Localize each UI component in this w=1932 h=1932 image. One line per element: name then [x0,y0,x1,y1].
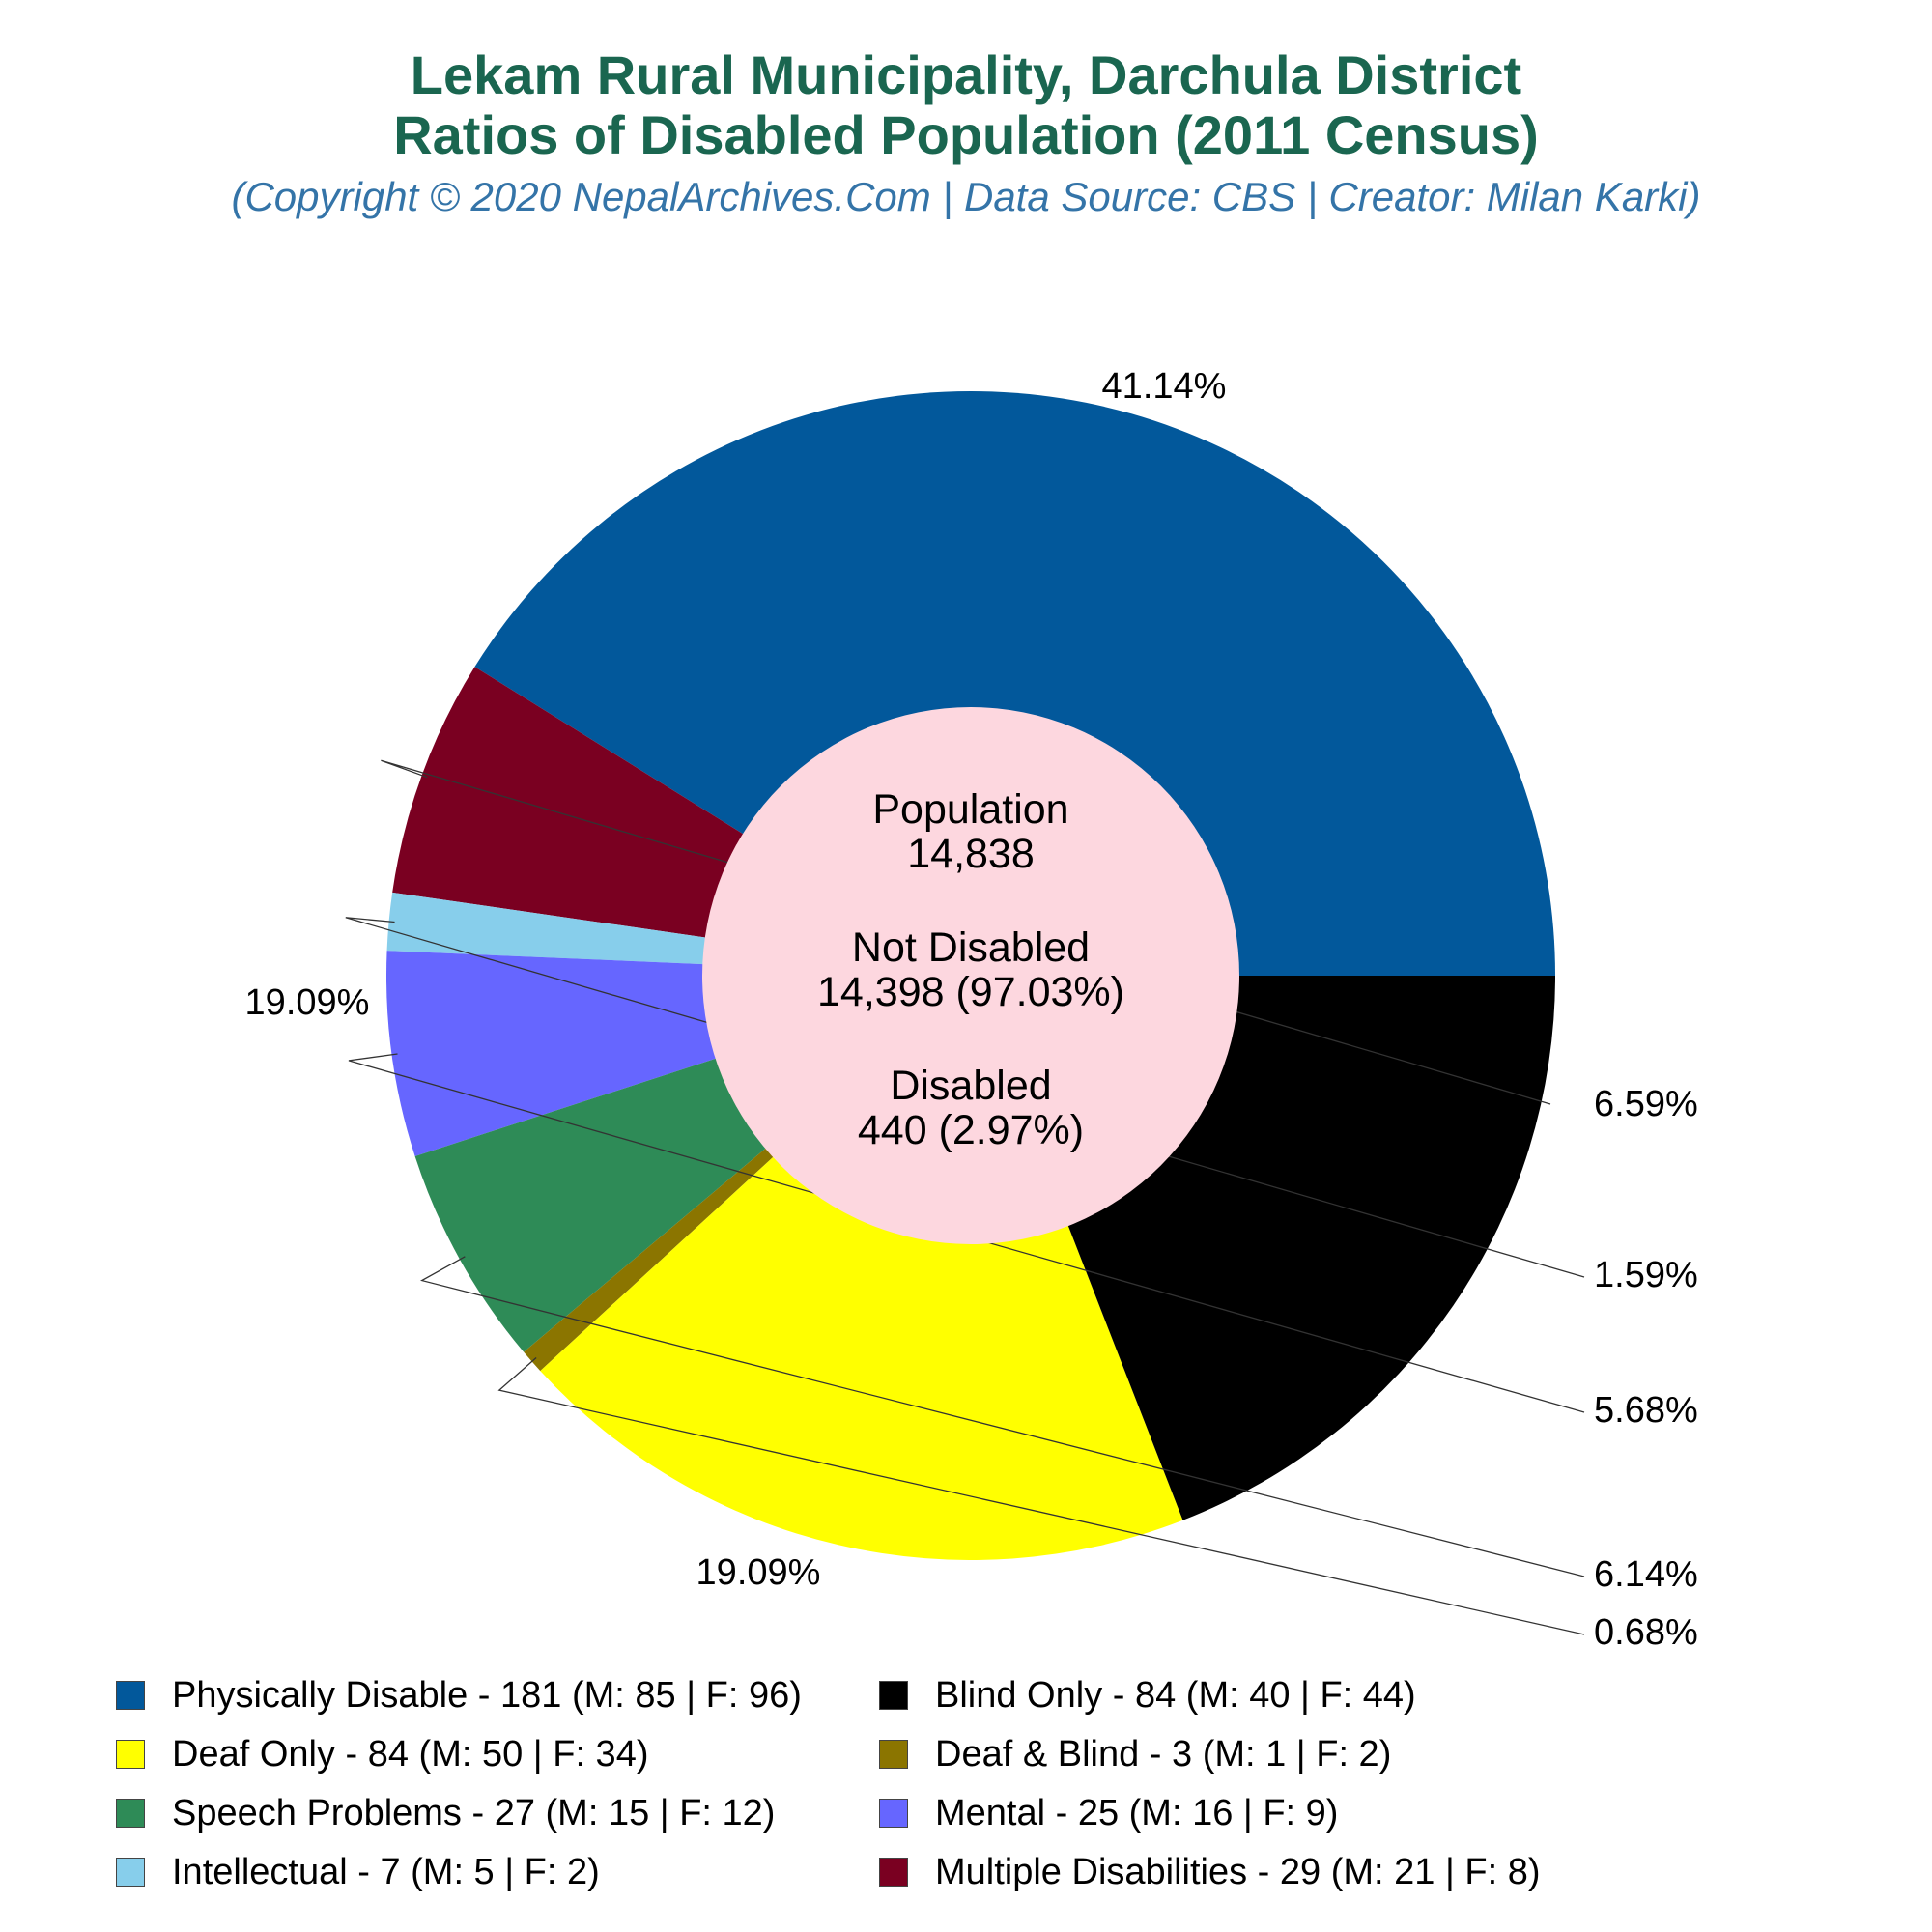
legend-swatch-intellectual [116,1858,145,1887]
center-hole [702,707,1239,1244]
legend-label-blind-only: Blind Only - 84 (M: 40 | F: 44) [935,1674,1416,1716]
percent-label-blind-only: 19.09% [245,982,370,1023]
percent-label-intellectual: 1.59% [1594,1255,1698,1295]
percent-label-mental: 5.68% [1594,1390,1698,1431]
leader-line-speech-problems [420,1256,1585,1577]
legend-swatch-physically-disable [116,1681,145,1710]
pie-slice-physically-disable [474,390,1556,977]
leader-line-mental [348,1053,1585,1413]
legend-label-speech-problems: Speech Problems - 27 (M: 15 | F: 12) [172,1792,776,1833]
leader-line-deaf-blind [497,1356,1585,1635]
legend-item-intellectual: Intellectual - 7 (M: 5 | F: 2) [116,1848,879,1896]
legend-swatch-multiple-disabilities [879,1858,908,1887]
legend-item-mental: Mental - 25 (M: 16 | F: 9) [879,1789,1642,1837]
percent-labels: 41.14% 6.59% 1.59% 5.68% 6.14% 0.68% 19.09% 19.… [245,366,1698,1653]
legend-swatch-speech-problems [116,1799,145,1828]
leader-line-intellectual [345,917,1585,1278]
slices-layer [386,390,1556,1560]
center-disabled-label: Disabled [890,1063,1051,1109]
center-population-value: 14,838 [907,831,1035,877]
legend-item-physically-disable: Physically Disable - 181 (M: 85 | F: 96) [116,1671,879,1719]
legend-label-mental: Mental - 25 (M: 16 | F: 9) [935,1792,1339,1833]
percent-label-deaf-blind: 0.68% [1594,1612,1698,1653]
chart-subtitle: (Copyright © 2020 NepalArchives.Com | Da… [231,174,1701,219]
leader-lines [345,759,1585,1635]
legend-label-deaf-only: Deaf Only - 84 (M: 50 | F: 34) [172,1733,649,1775]
legend-label-intellectual: Intellectual - 7 (M: 5 | F: 2) [172,1851,600,1892]
legend-label-physically-disable: Physically Disable - 181 (M: 85 | F: 96) [172,1674,802,1716]
legend-swatch-deaf-blind [879,1740,908,1769]
legend: Physically Disable - 181 (M: 85 | F: 96)… [116,1671,1855,1896]
center-disabled-value: 440 (2.97%) [858,1107,1084,1153]
center-not-disabled-label: Not Disabled [852,924,1090,971]
legend-label-multiple-disabilities: Multiple Disabilities - 29 (M: 21 | F: 8… [935,1851,1541,1892]
percent-label-physically-disable: 41.14% [1102,366,1227,407]
center-population-label: Population [872,786,1068,833]
percent-label-multiple-disabilities: 6.59% [1594,1084,1698,1124]
chart-title-line1: Lekam Rural Municipality, Darchula Distr… [410,44,1522,105]
chart-title-line2: Ratios of Disabled Population (2011 Cens… [393,104,1539,165]
percent-label-deaf-only: 19.09% [696,1552,821,1593]
legend-swatch-blind-only [879,1681,908,1710]
legend-item-speech-problems: Speech Problems - 27 (M: 15 | F: 12) [116,1789,879,1837]
legend-item-blind-only: Blind Only - 84 (M: 40 | F: 44) [879,1671,1642,1719]
legend-label-deaf-blind: Deaf & Blind - 3 (M: 1 | F: 2) [935,1733,1392,1775]
legend-item-multiple-disabilities: Multiple Disabilities - 29 (M: 21 | F: 8… [879,1848,1642,1896]
percent-label-speech-problems: 6.14% [1594,1554,1698,1595]
legend-swatch-mental [879,1799,908,1828]
center-not-disabled-value: 14,398 (97.03%) [817,969,1124,1015]
legend-item-deaf-blind: Deaf & Blind - 3 (M: 1 | F: 2) [879,1730,1642,1778]
legend-swatch-deaf-only [116,1740,145,1769]
legend-item-deaf-only: Deaf Only - 84 (M: 50 | F: 34) [116,1730,879,1778]
